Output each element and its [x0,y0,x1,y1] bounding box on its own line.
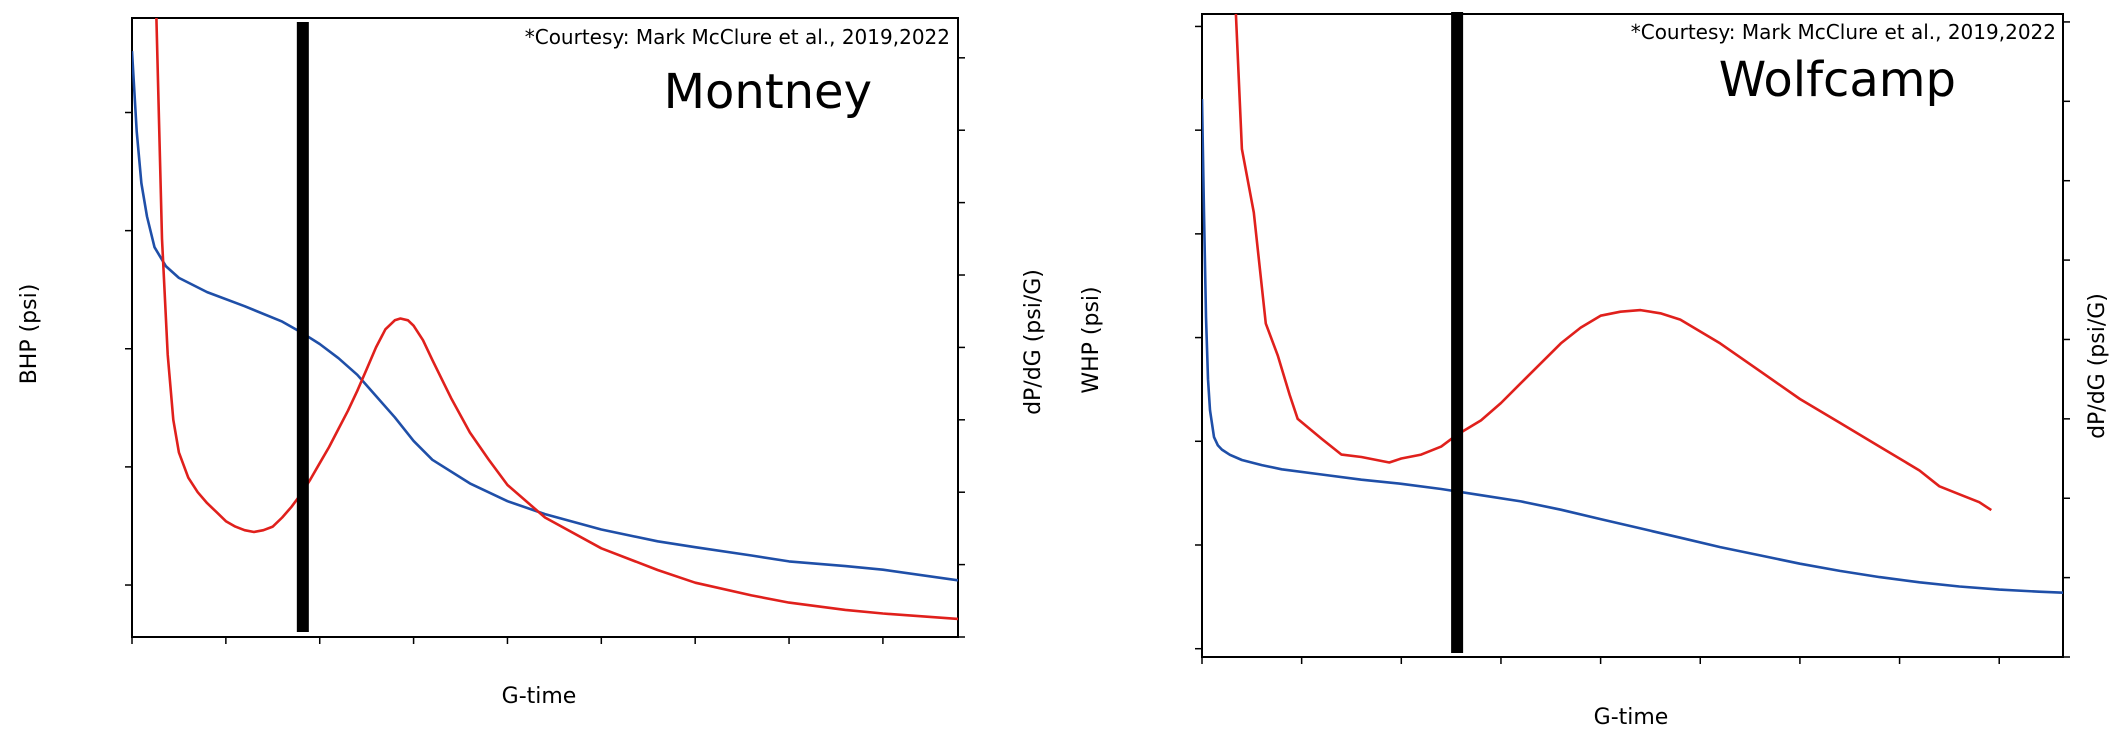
courtesy-note: *Courtesy: Mark McClure et al., 2019,202… [1631,20,2056,44]
plot-frame [131,17,959,638]
dpdg-series-line [1234,14,1993,512]
chart-title: Wolfcamp [1719,52,1956,108]
x-axis-label: G-time [502,684,577,709]
chart-title: Montney [664,64,872,120]
series-group [132,18,958,621]
y-axis-label: BHP (psi) [17,284,42,385]
pressure-series-line [1202,98,2063,594]
pressure-series-line [132,51,958,582]
vertical-marker-bar [296,22,309,632]
x-axis-label: G-time [1594,705,1669,730]
wolfcamp-chart: *Courtesy: Mark McClure et al., 2019,202… [1079,12,2110,730]
dpdg-series-line [155,18,958,621]
y-axis-label: WHP (psi) [1079,286,1104,393]
vertical-marker-bar [1451,12,1464,653]
y2-axis-label: dP/dG (psi/G) [2085,293,2110,439]
courtesy-note: *Courtesy: Mark McClure et al., 2019,202… [525,25,950,49]
y2-axis-label: dP/dG (psi/G) [1021,269,1046,415]
plot-frame [1201,13,2064,658]
montney-chart: *Courtesy: Mark McClure et al., 2019,202… [17,17,1046,709]
